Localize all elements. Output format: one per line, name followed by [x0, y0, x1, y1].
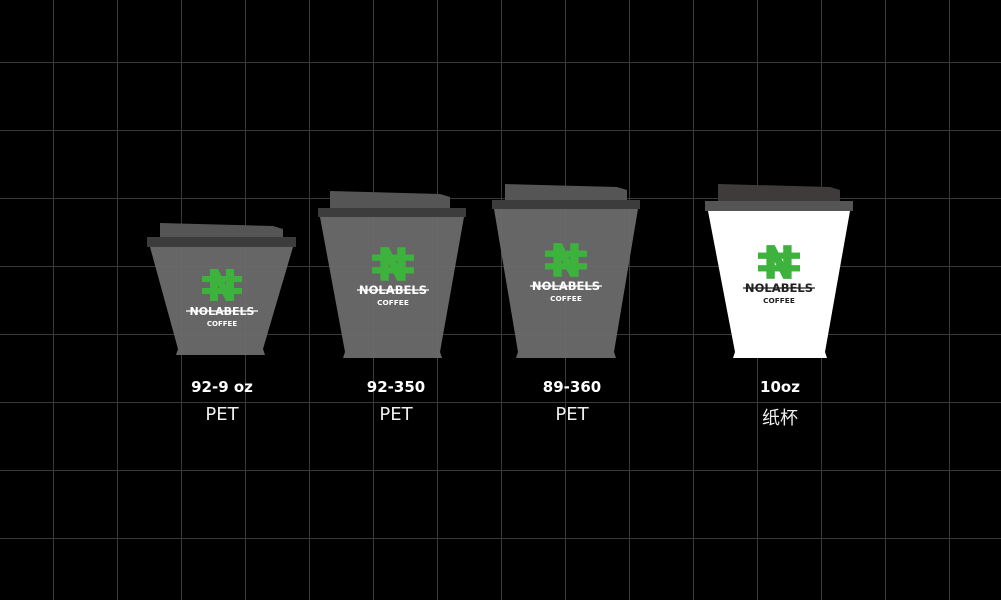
cup-3-material: PET [555, 404, 589, 425]
brand-sub: COFFEE [550, 294, 582, 303]
n-hash-logo-icon [372, 247, 414, 281]
cup-4-size: 10oz [760, 378, 800, 396]
n-hash-logo-icon [758, 245, 800, 279]
cup-body [708, 211, 850, 358]
cup-4-material: 纸杯 [762, 408, 798, 429]
cup-lid [718, 184, 840, 201]
brand-sub: COFFEE [377, 298, 409, 307]
cup-lid [330, 191, 450, 208]
cup-rim [318, 208, 466, 217]
brand-sub: COFFEE [763, 296, 795, 305]
cup-body [150, 247, 293, 355]
cup-1-size: 92-9 oz [191, 378, 253, 396]
cup-2-size: 92-350 [366, 378, 426, 396]
cup-1-material: PET [205, 404, 239, 425]
cup-rim [147, 237, 296, 247]
brand-sub: COFFEE [207, 320, 237, 328]
cup-body [320, 217, 464, 358]
cup-lid [160, 223, 283, 237]
n-hash-logo-icon [202, 269, 242, 301]
cup-rim [492, 200, 640, 209]
cup-3-size: 89-360 [542, 378, 602, 396]
cup-body [494, 209, 638, 358]
n-hash-logo-icon [545, 243, 587, 277]
cup-2-material: PET [379, 404, 413, 425]
cup-rim [705, 201, 853, 211]
cup-lid [505, 184, 627, 200]
